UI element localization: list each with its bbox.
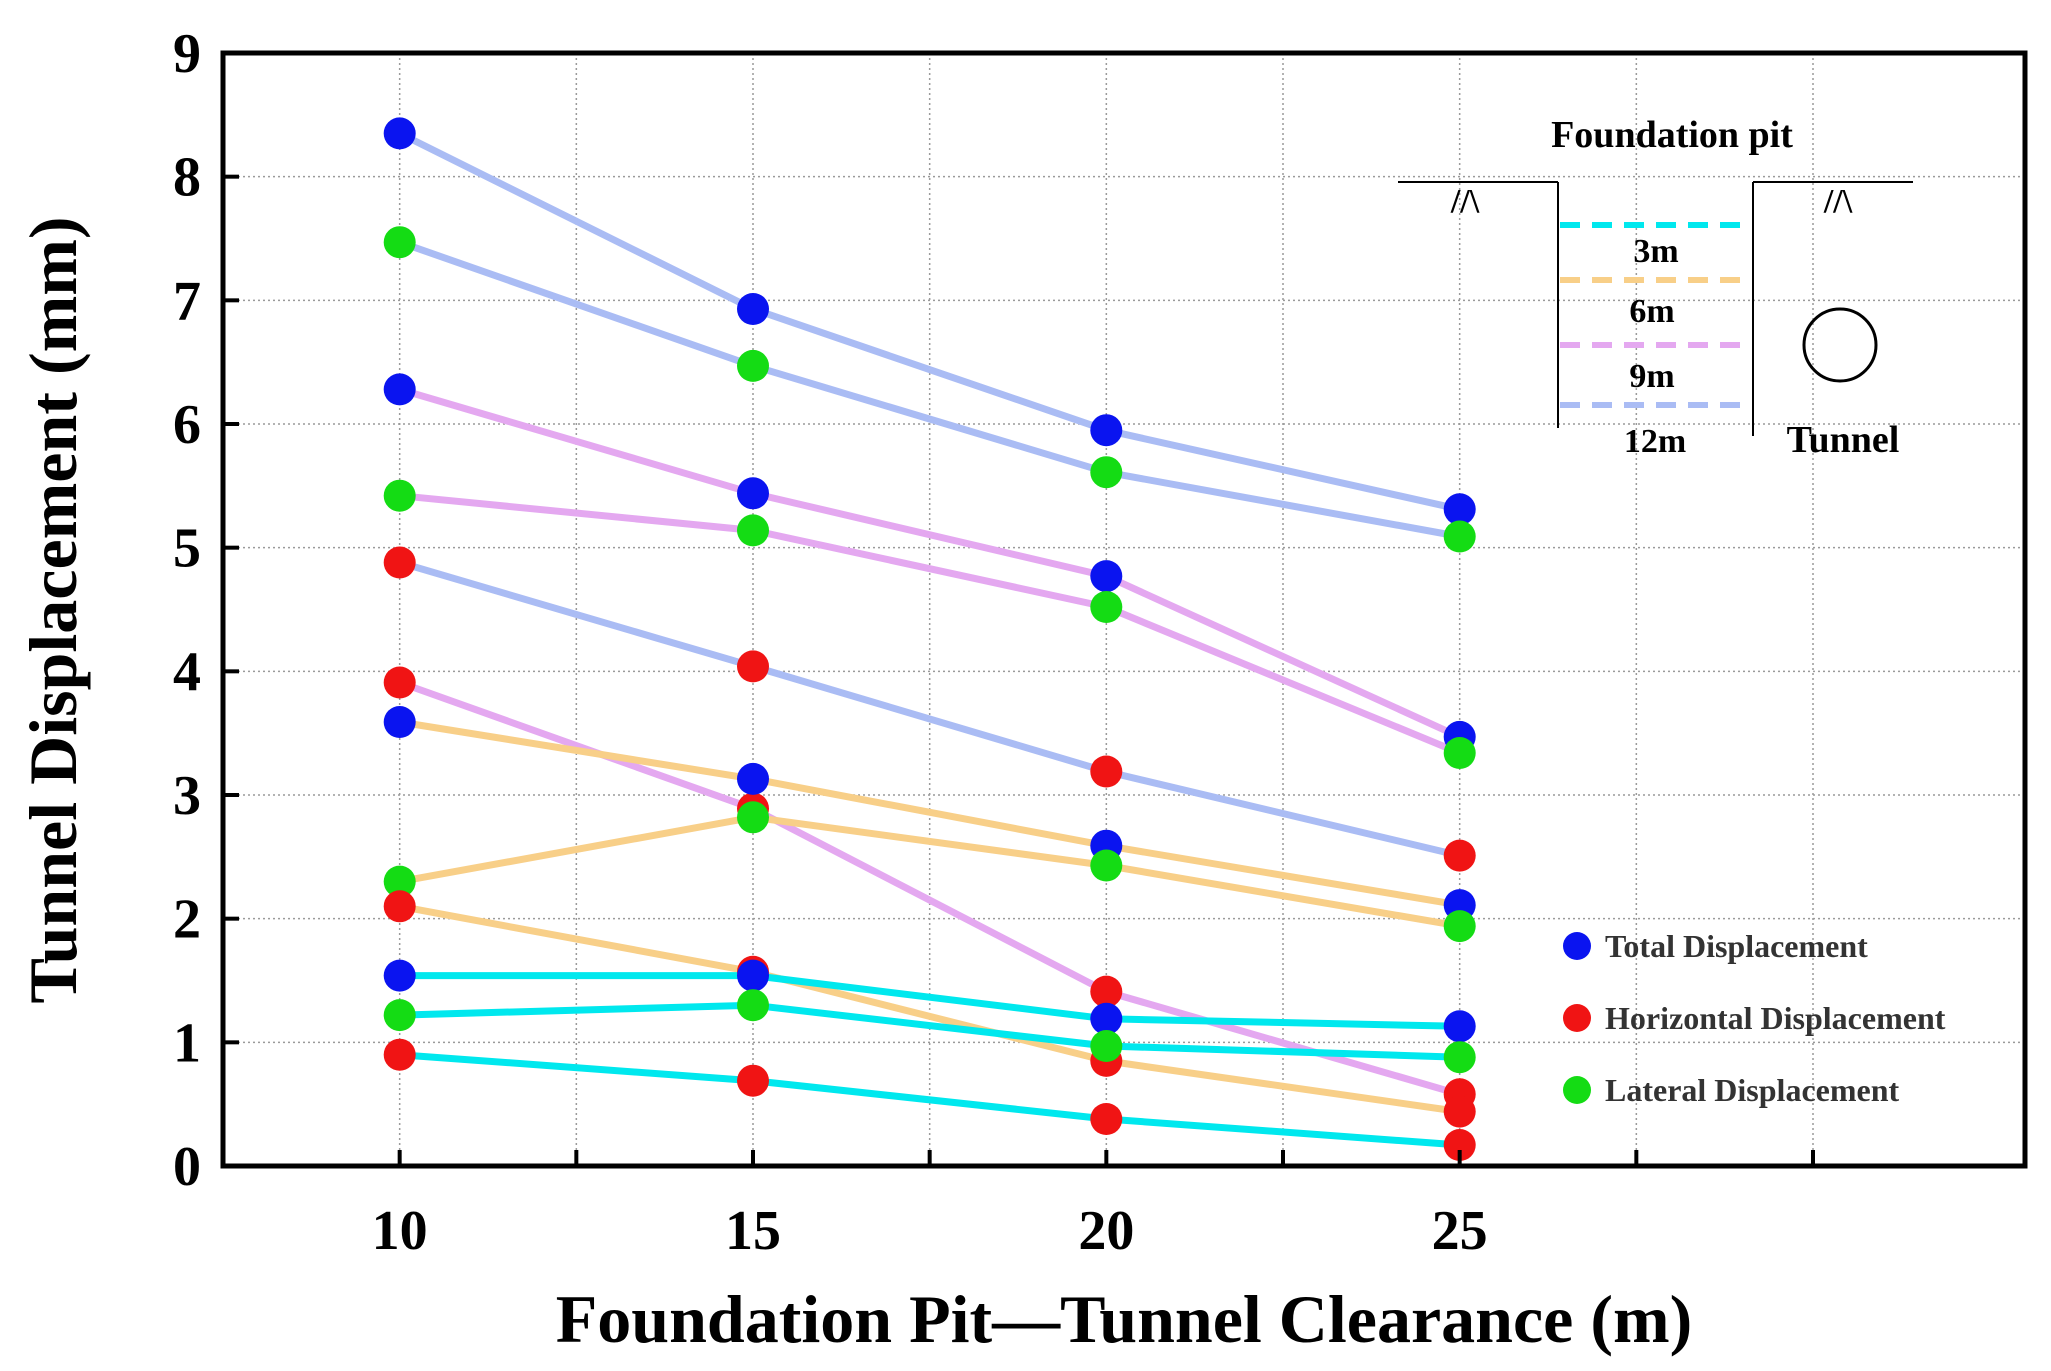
tunnel-label: Tunnel <box>1787 419 1900 461</box>
plot-frame <box>220 50 2028 1169</box>
data-point <box>383 226 416 259</box>
legend: Total Displacement Horizontal Displaceme… <box>1563 928 1946 1108</box>
y-tick-label: 2 <box>173 889 201 951</box>
data-point <box>737 959 769 992</box>
data-point <box>383 890 416 923</box>
data-point <box>1090 1103 1123 1135</box>
data-point <box>1443 737 1476 769</box>
y-tick-label: 3 <box>173 765 201 827</box>
series-line <box>396 238 1464 540</box>
data-point <box>737 801 769 834</box>
series-line <box>396 1051 1464 1149</box>
y-tick-label: 8 <box>173 147 201 209</box>
legend-marker-horizontal <box>1563 1004 1591 1032</box>
data-point <box>383 373 416 406</box>
data-point <box>1090 1002 1123 1035</box>
data-point <box>383 666 416 699</box>
data-point <box>383 1038 416 1071</box>
series-line <box>396 902 1464 1116</box>
grid <box>223 53 2025 1166</box>
data-point <box>737 989 769 1022</box>
data-point <box>1090 560 1123 593</box>
y-axis-title: Tunnel Displacement (mm) <box>15 216 91 1003</box>
data-point <box>1090 414 1123 447</box>
depth-label-12m: 12m <box>1624 423 1686 460</box>
ground-symbol-right: //\ <box>1823 183 1853 220</box>
data-point <box>1090 975 1123 1008</box>
tick-labels: 10 15 20 25 0 1 2 3 4 5 6 7 8 9 <box>173 23 1488 1262</box>
data-point <box>737 514 769 547</box>
y-tick-label: 7 <box>173 270 201 332</box>
data-point <box>1443 839 1476 872</box>
data-point <box>1443 1041 1476 1074</box>
data-point <box>1090 591 1123 623</box>
series-line <box>396 813 1464 930</box>
data-markers <box>383 117 1476 1161</box>
y-tick-label: 0 <box>173 1136 201 1198</box>
x-tick-label: 20 <box>1078 1200 1134 1262</box>
tunnel-icon <box>1802 307 1878 383</box>
depth-label-9m: 9m <box>1629 358 1674 395</box>
legend-label-horizontal: Horizontal Displacement <box>1605 1000 1946 1036</box>
legend-label-total: Total Displacement <box>1605 928 1868 964</box>
legend-marker-lateral <box>1563 1076 1591 1104</box>
x-axis-title: Foundation Pit—Tunnel Clearance (m) <box>556 1281 1693 1357</box>
depth-label-6m: 6m <box>1629 293 1674 330</box>
inset-title: Foundation pit <box>1551 114 1793 156</box>
data-point <box>1090 849 1123 882</box>
axis-ticks <box>223 51 1815 1168</box>
data-point <box>383 706 416 738</box>
data-point <box>383 546 416 579</box>
data-point <box>1090 1030 1123 1062</box>
series-line <box>396 129 1464 513</box>
series-line <box>396 1001 1464 1061</box>
series-lines <box>396 129 1464 1149</box>
legend-label-lateral: Lateral Displacement <box>1605 1072 1900 1108</box>
data-point <box>1443 1129 1476 1161</box>
data-point <box>737 349 769 382</box>
series-line <box>396 559 1464 860</box>
series-line <box>396 718 1464 909</box>
data-point <box>383 959 416 992</box>
legend-marker-total <box>1563 932 1591 960</box>
y-tick-label: 4 <box>173 641 201 703</box>
x-tick-label: 25 <box>1432 1200 1488 1262</box>
data-point <box>737 650 769 683</box>
y-tick-label: 1 <box>173 1012 201 1074</box>
data-point <box>737 293 769 325</box>
data-point <box>383 865 416 898</box>
y-tick-label: 5 <box>173 518 201 580</box>
y-tick-label: 9 <box>173 23 201 85</box>
data-point <box>383 479 416 512</box>
data-point <box>383 117 416 150</box>
data-point <box>383 999 416 1032</box>
data-point <box>737 477 769 510</box>
series-line <box>396 972 1464 1030</box>
series-line <box>396 492 1464 757</box>
data-point <box>737 1064 769 1097</box>
data-point <box>1443 493 1476 526</box>
data-point <box>1443 1095 1476 1128</box>
data-point <box>1090 755 1123 788</box>
series-line <box>396 679 1464 1098</box>
x-tick-label: 10 <box>372 1200 428 1262</box>
depth-label-3m: 3m <box>1633 233 1678 270</box>
data-point <box>1443 1010 1476 1043</box>
y-tick-label: 6 <box>173 394 201 456</box>
inset-schematic: Foundation pit //\ //\ 3m 6m 9m 12m Tunn… <box>1398 114 1913 461</box>
data-point <box>1443 520 1476 553</box>
series-line <box>396 385 1464 741</box>
data-point <box>1443 910 1476 943</box>
x-tick-label: 15 <box>725 1200 781 1262</box>
data-point <box>737 762 769 795</box>
ground-symbol-left: //\ <box>1450 183 1480 220</box>
data-point <box>1090 456 1123 489</box>
